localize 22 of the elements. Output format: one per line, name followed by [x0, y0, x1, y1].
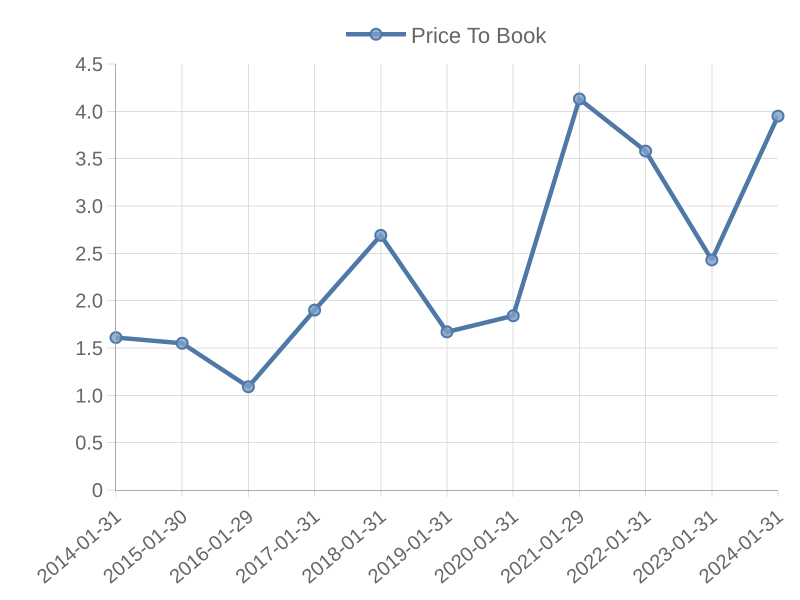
point	[705, 253, 718, 266]
point	[639, 144, 652, 158]
y-tick-label: 2.0	[75, 290, 103, 313]
y-tick-label: 0.5	[75, 432, 103, 455]
legend-label: Price To Book	[411, 22, 548, 48]
y-tick-label: 2.5	[75, 243, 103, 266]
point	[440, 325, 454, 338]
point	[176, 336, 189, 350]
point	[772, 110, 784, 123]
point	[110, 331, 122, 344]
y-tick-label: 1.0	[75, 385, 103, 408]
y-tick-label: 1.5	[75, 338, 103, 360]
y-tick-label: 4.5	[75, 54, 103, 76]
y-tick-label: 4.0	[75, 101, 103, 124]
point	[242, 380, 255, 394]
point	[374, 228, 388, 242]
point	[572, 92, 586, 106]
y-tick-label: 0	[92, 480, 103, 502]
point	[308, 304, 322, 317]
y-tick-label: 3.0	[75, 196, 103, 218]
y-tick-label: 3.5	[75, 148, 103, 171]
point	[506, 309, 520, 322]
